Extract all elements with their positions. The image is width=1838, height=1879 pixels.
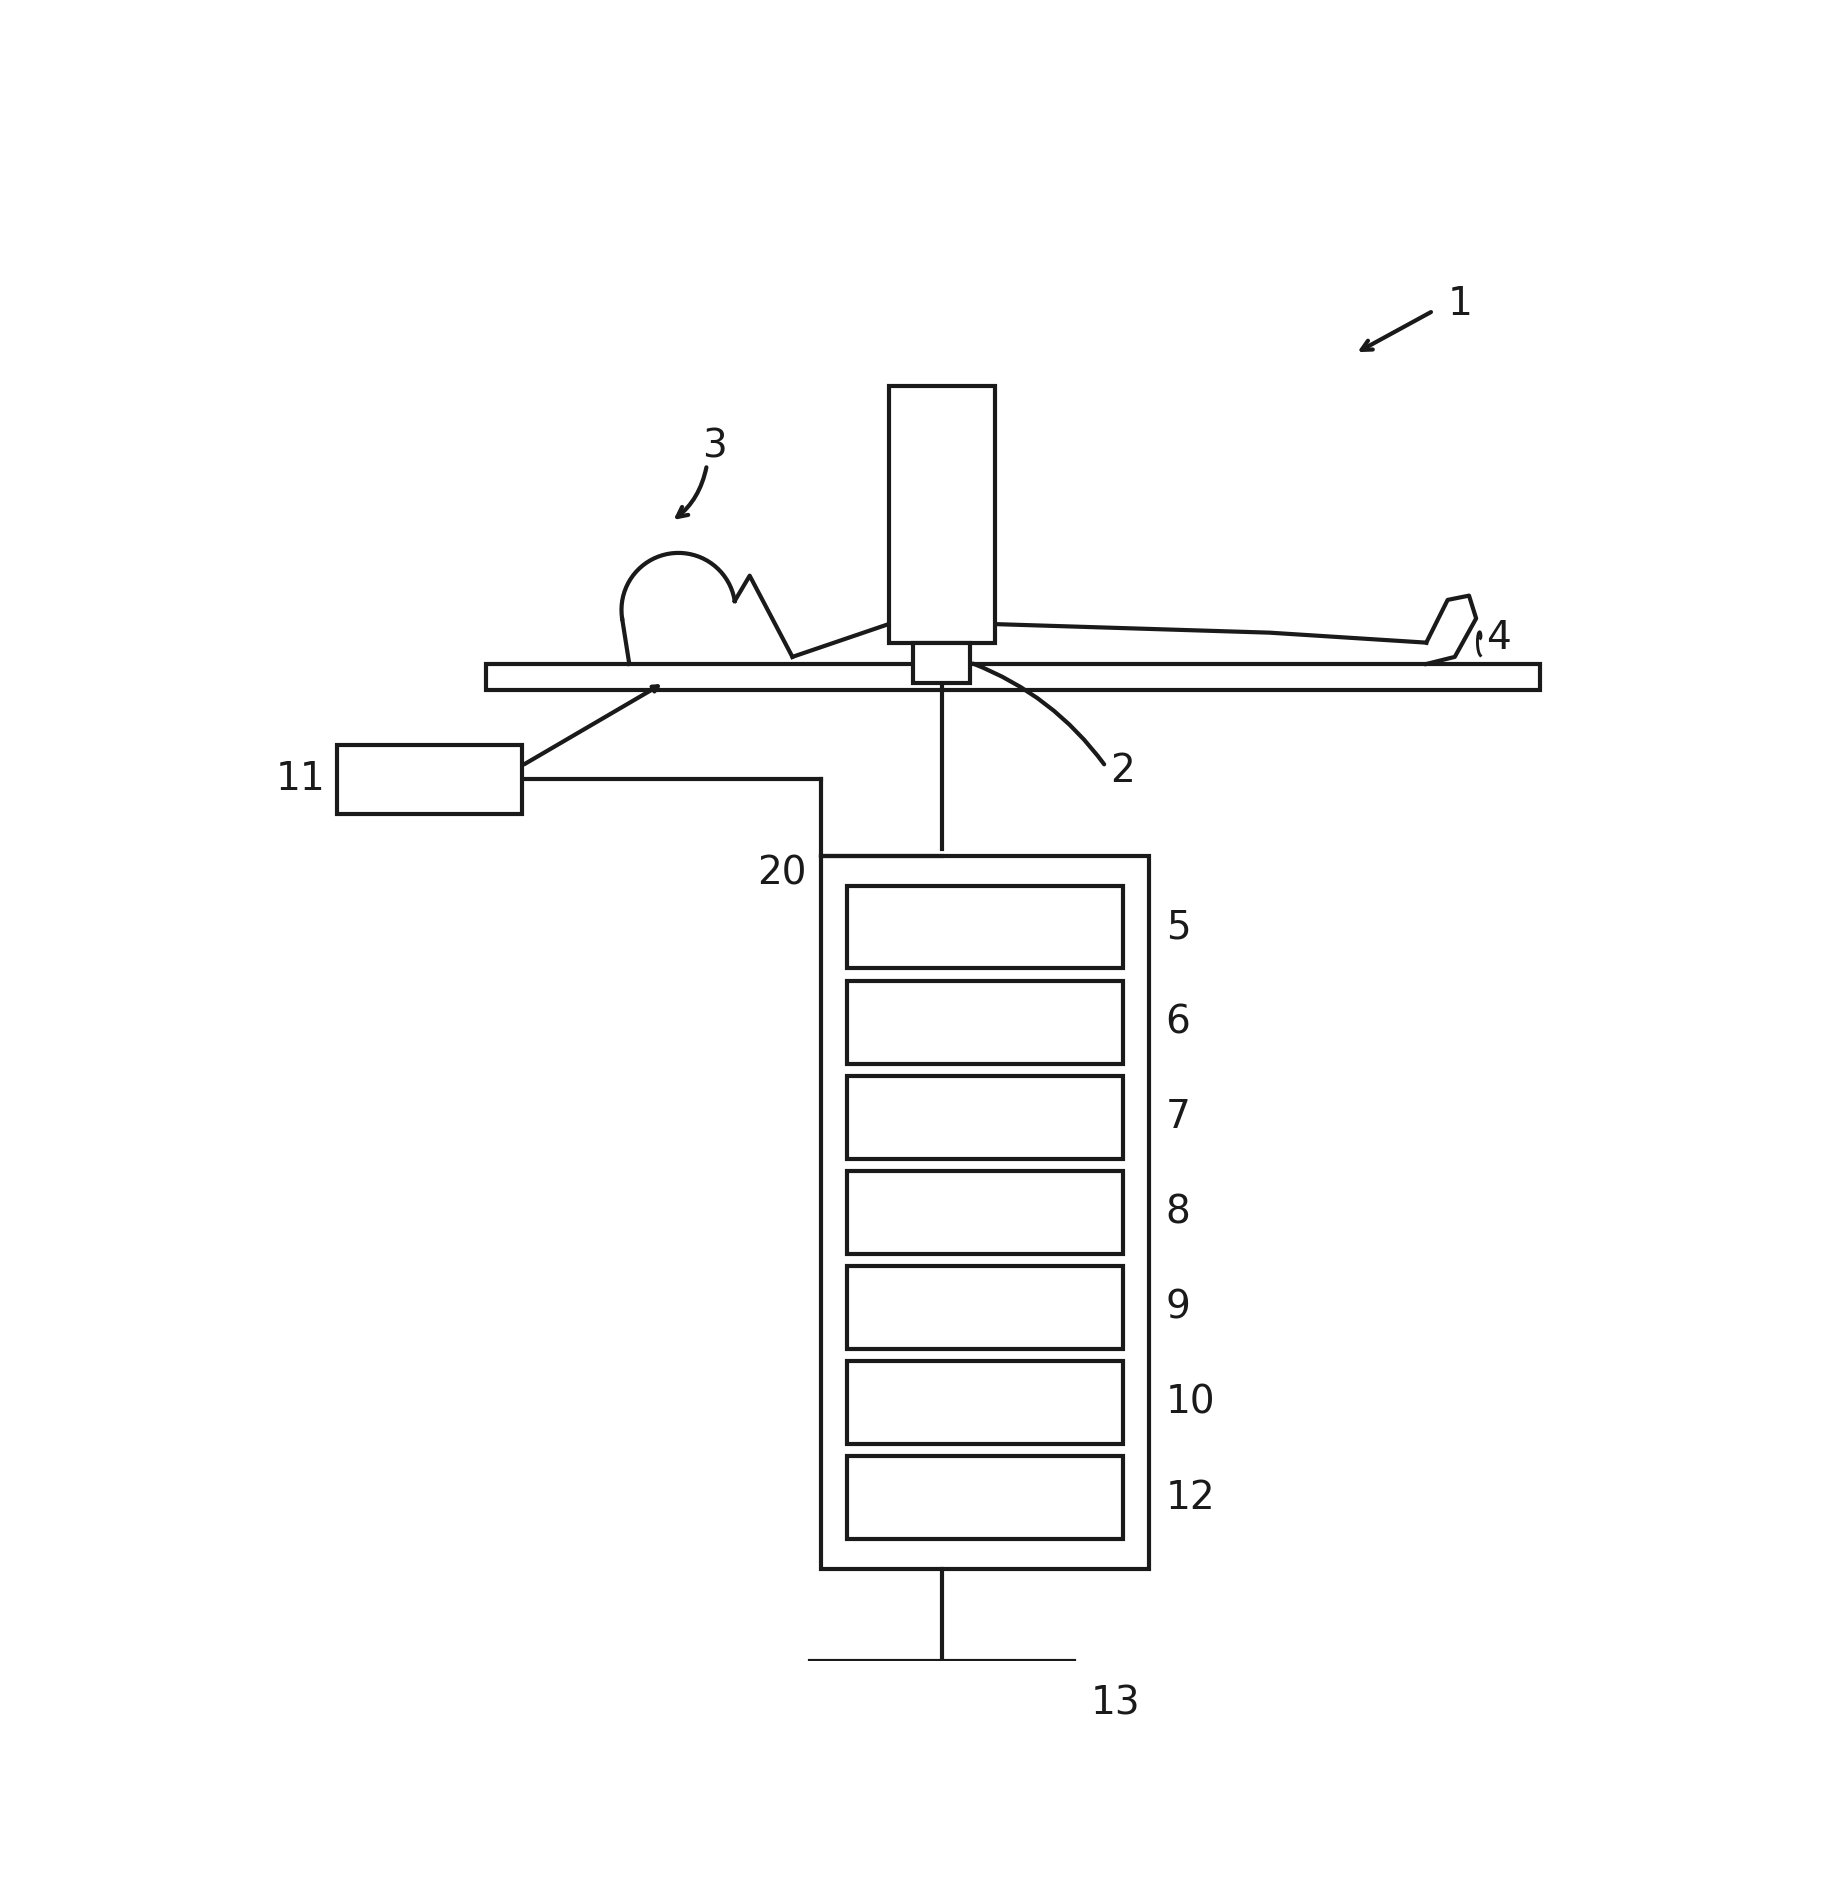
Text: 5: 5 [1165, 908, 1191, 947]
Text: 9: 9 [1165, 1289, 1191, 1327]
Bar [336, 746, 522, 814]
Bar [847, 1266, 1123, 1349]
Text: 11: 11 [276, 761, 325, 799]
Bar [847, 1360, 1123, 1443]
Bar [847, 1077, 1123, 1159]
Text: 6: 6 [1165, 1003, 1191, 1041]
Bar [847, 981, 1123, 1064]
Bar [847, 1456, 1123, 1539]
Text: 3: 3 [702, 427, 726, 466]
Text: 13: 13 [1090, 1685, 1140, 1723]
Bar [913, 643, 970, 682]
Text: 2: 2 [1110, 752, 1134, 789]
Bar [811, 1661, 1073, 1747]
Text: 8: 8 [1165, 1193, 1191, 1231]
Bar [888, 387, 996, 643]
Text: 12: 12 [1165, 1479, 1215, 1516]
Text: 10: 10 [1165, 1383, 1215, 1422]
Text: 7: 7 [1165, 1099, 1191, 1137]
Text: 1: 1 [1448, 284, 1472, 323]
Bar [847, 1171, 1123, 1253]
Bar [822, 857, 1149, 1569]
Text: 4: 4 [1487, 620, 1511, 658]
Text: 20: 20 [757, 855, 807, 893]
Bar [485, 663, 1540, 690]
Bar [847, 885, 1123, 968]
